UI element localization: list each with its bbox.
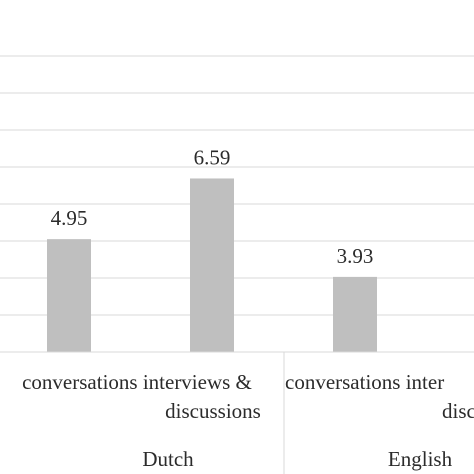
axes [0,351,474,474]
group-label-dutch: Dutch [142,447,194,471]
bar-dutch-1 [190,178,234,352]
bars [47,178,377,352]
bar-dutch-0 [47,239,91,352]
data-label-1: 6.59 [194,145,231,169]
group-label-english: English [388,447,453,471]
category-label-dutch-line1: conversations interviews & [22,370,252,394]
category-label-english-line2: disc [442,399,474,423]
data-label-2: 3.93 [337,244,374,268]
data-label-0: 4.95 [51,206,88,230]
category-label-dutch-line2: discussions [165,399,261,423]
category-label-english-line1: conversations inter [285,370,444,394]
data-labels: 4.95 6.59 3.93 [51,145,374,267]
bar-english-2 [333,276,377,352]
